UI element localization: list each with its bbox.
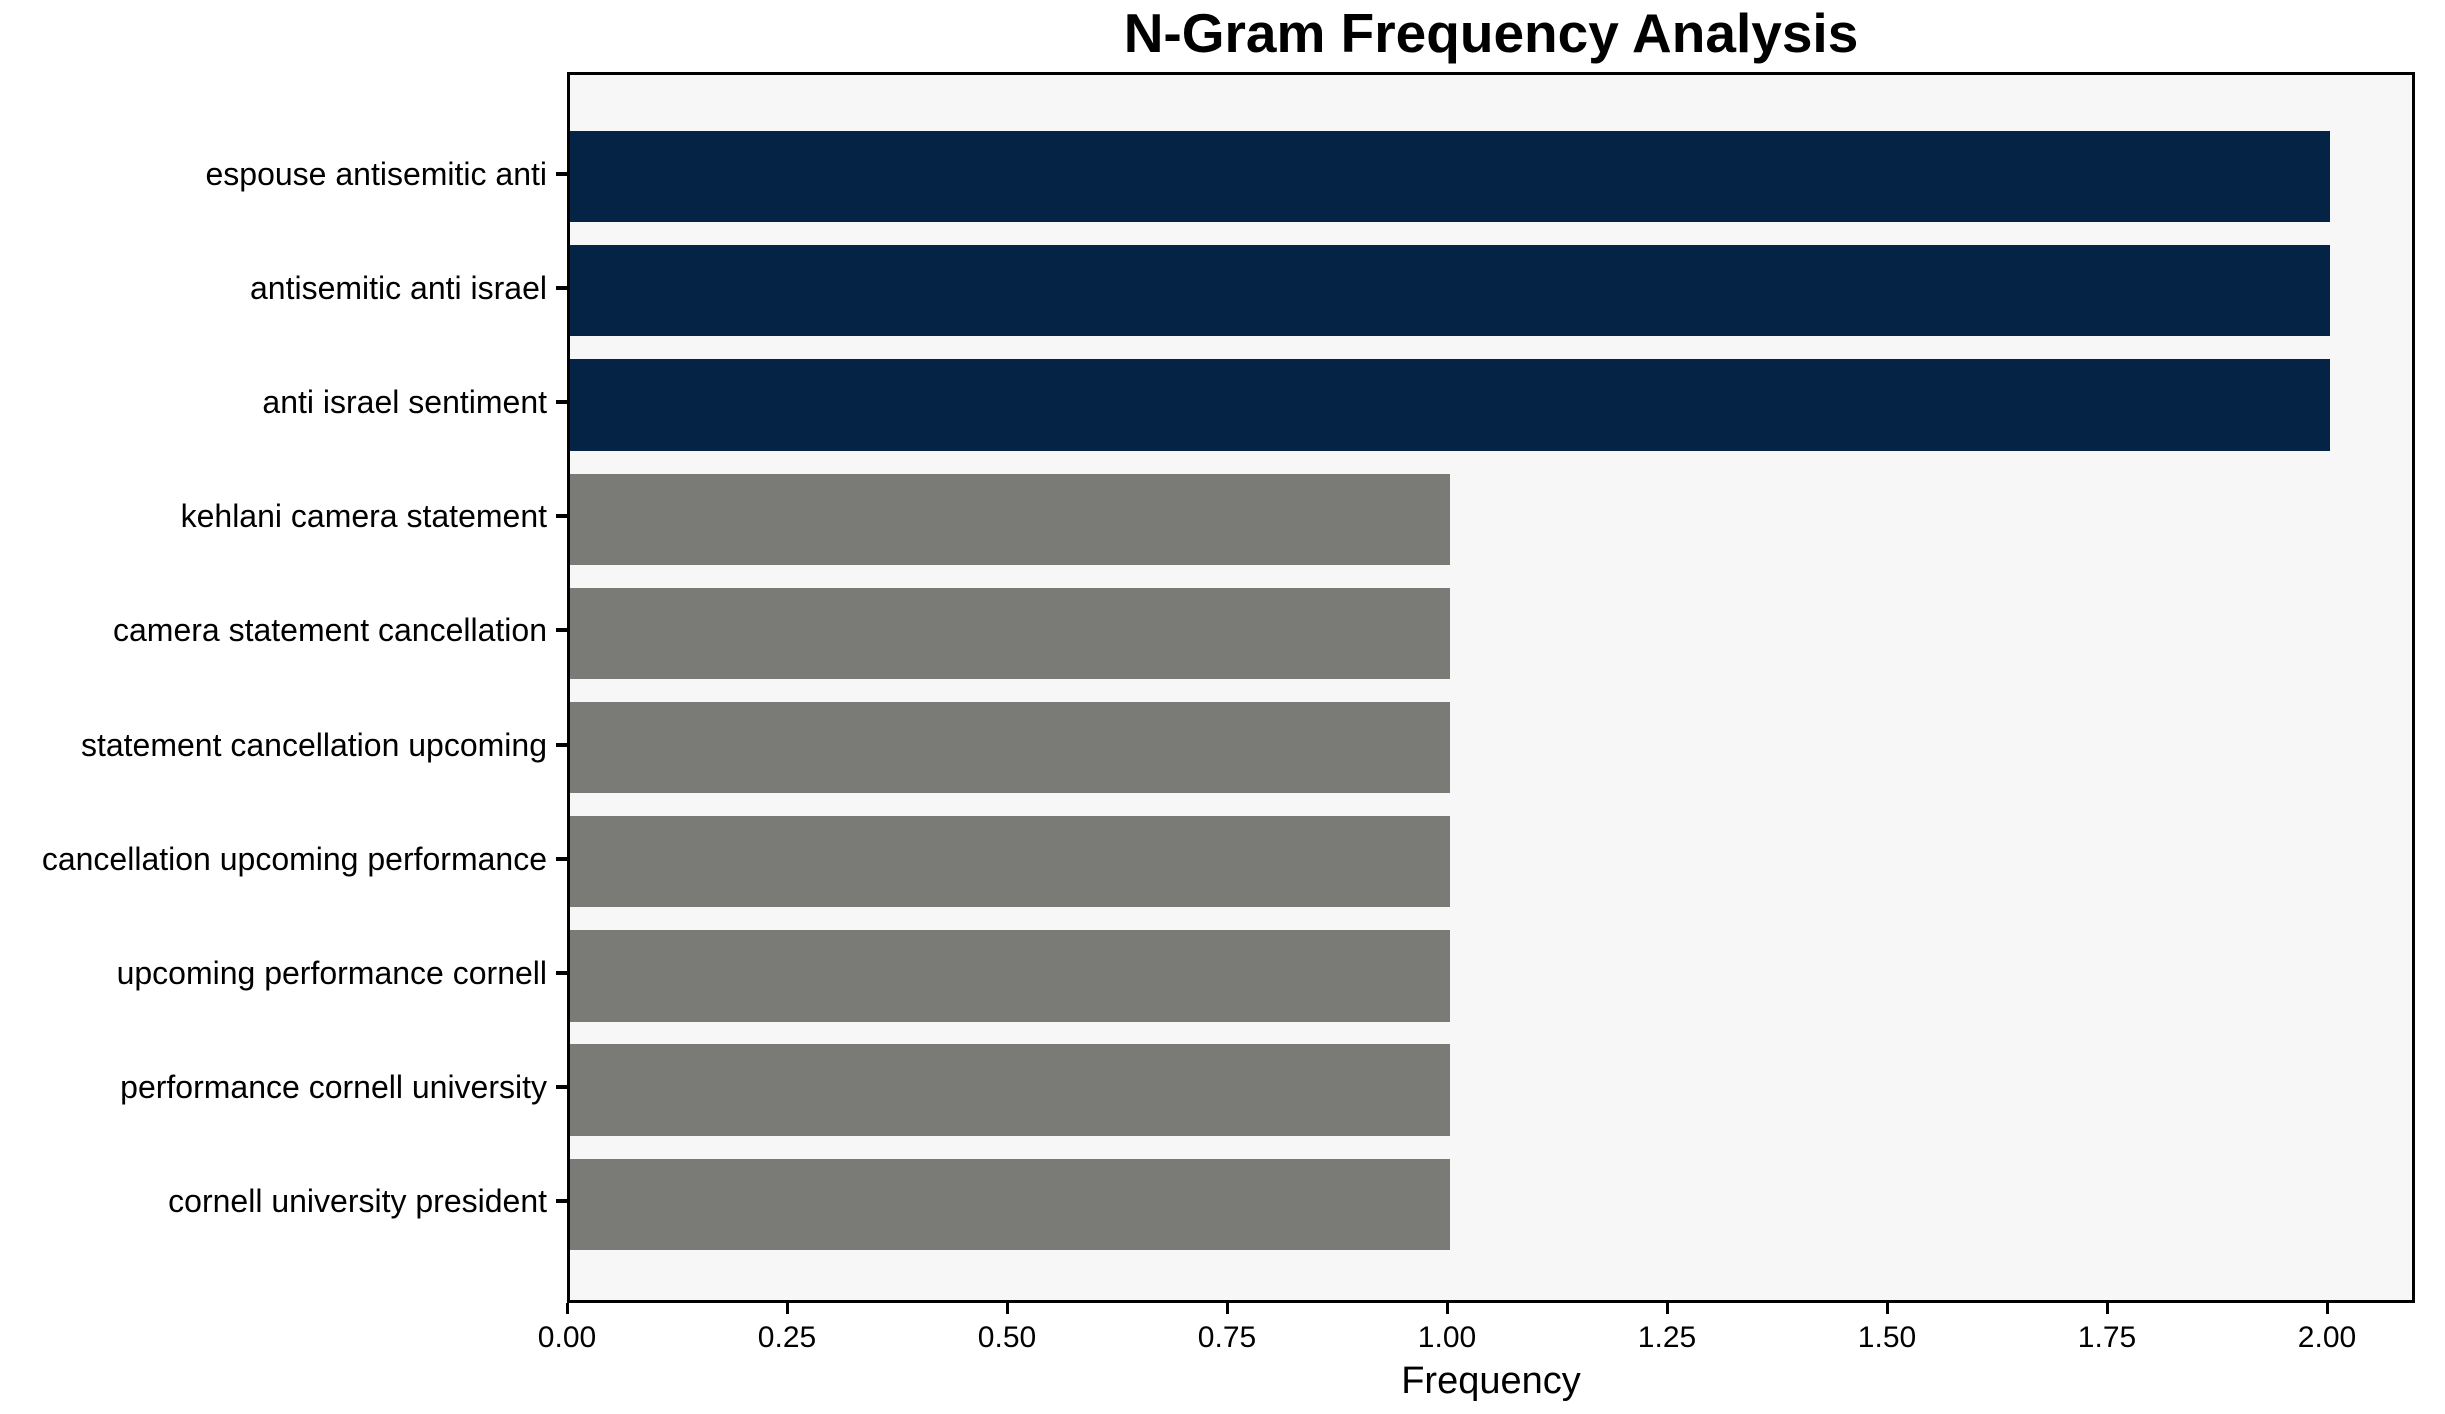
plot-area	[567, 72, 2415, 1303]
x-axis-title: Frequency	[1401, 1360, 1581, 1402]
x-tick	[786, 1303, 789, 1314]
x-tick	[2106, 1303, 2109, 1314]
y-tick-label: cornell university president	[168, 1183, 547, 1220]
y-tick	[556, 1199, 567, 1204]
x-tick-label: 1.00	[1417, 1321, 1477, 1354]
y-tick-label: statement cancellation upcoming	[80, 726, 547, 763]
bar-anti-israel-sentiment	[570, 359, 2330, 451]
x-tick-label: 1.50	[1857, 1321, 1917, 1354]
bar-kehlani-camera-statement	[570, 473, 1450, 565]
y-tick	[556, 285, 567, 290]
y-tick	[556, 400, 567, 405]
x-tick	[1446, 1303, 1449, 1314]
bar-cancellation-upcoming-performance	[570, 816, 1450, 908]
x-tick-label: 1.25	[1637, 1321, 1697, 1354]
y-tick	[556, 970, 567, 975]
y-tick-label: kehlani camera statement	[180, 498, 547, 535]
y-tick-label: espouse antisemitic anti	[205, 155, 547, 192]
x-tick	[1226, 1303, 1229, 1314]
bar-cornell-university-president	[570, 1158, 1450, 1251]
y-tick-label: camera statement cancellation	[113, 612, 547, 649]
y-tick-label: antisemitic anti israel	[250, 269, 547, 306]
x-tick	[1886, 1303, 1889, 1314]
bar-antisemitic-anti-israel	[570, 245, 2330, 337]
bar-upcoming-performance-cornell	[570, 930, 1450, 1022]
y-tick	[556, 742, 567, 747]
y-tick-label: cancellation upcoming performance	[41, 840, 547, 877]
bar-camera-statement-cancellation	[570, 587, 1450, 680]
y-tick	[556, 628, 567, 633]
y-tick	[556, 856, 567, 861]
bar-performance-cornell-university	[570, 1044, 1450, 1136]
y-tick-label: upcoming performance cornell	[116, 954, 547, 991]
y-tick-label: anti israel sentiment	[262, 384, 547, 421]
x-tick-label: 2.00	[2297, 1321, 2357, 1354]
x-tick-label: 0.75	[1197, 1321, 1257, 1354]
bar-espouse-antisemitic-anti	[570, 130, 2330, 223]
y-tick-label: performance cornell university	[120, 1069, 547, 1106]
y-tick	[556, 171, 567, 176]
y-tick	[556, 514, 567, 519]
bar-statement-cancellation-upcoming	[570, 701, 1450, 794]
x-tick-label: 0.00	[537, 1321, 597, 1354]
x-tick-label: 0.50	[977, 1321, 1037, 1354]
x-tick-label: 0.25	[757, 1321, 817, 1354]
x-tick	[1666, 1303, 1669, 1314]
y-tick	[556, 1085, 567, 1090]
x-tick	[566, 1303, 569, 1314]
chart-title: N-Gram Frequency Analysis	[1123, 2, 1859, 64]
x-tick-label: 1.75	[2077, 1321, 2137, 1354]
x-tick	[2326, 1303, 2329, 1314]
x-tick	[1006, 1303, 1009, 1314]
